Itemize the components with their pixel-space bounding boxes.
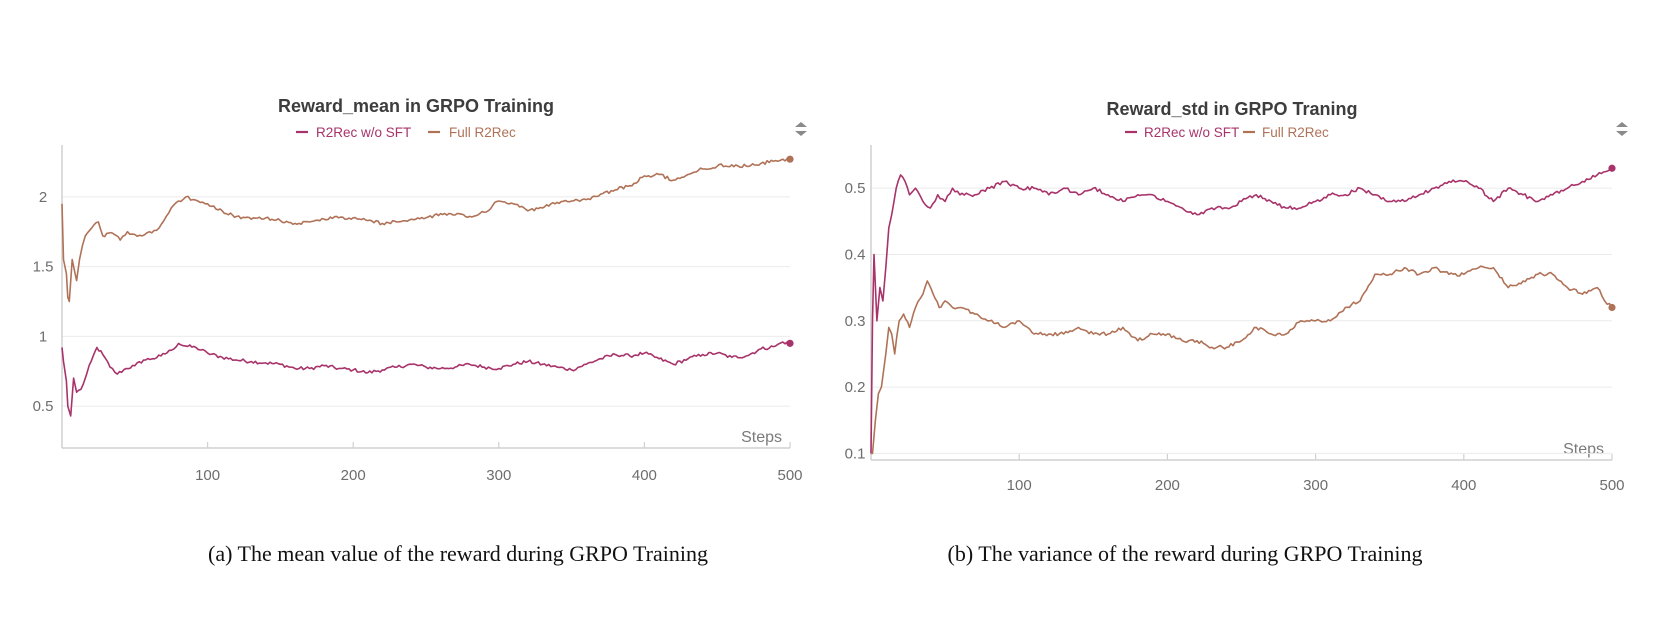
chart-title: Reward_std in GRPO Traning: [1106, 99, 1357, 119]
x-tick-label: 400: [632, 467, 657, 484]
chart-panel-b: Reward_std in GRPO Traning R2Rec w/o SFT…: [845, 99, 1628, 494]
x-tick-label: 100: [1007, 477, 1032, 494]
legend-label-a[interactable]: R2Rec w/o SFT: [316, 125, 411, 140]
y-tick-label: 0.1: [845, 445, 866, 462]
x-tick-label: 500: [777, 467, 802, 484]
x-tick-label: 300: [1303, 477, 1328, 494]
chart-title: Reward_mean in GRPO Training: [278, 96, 554, 116]
chevron-menu-icon[interactable]: [1616, 122, 1628, 136]
legend: R2Rec w/o SFT Full R2Rec: [296, 125, 516, 140]
x-tick-label: 500: [1599, 477, 1624, 494]
legend-label-b[interactable]: Full R2Rec: [1262, 125, 1329, 140]
series-line-full-r2rec[interactable]: [61, 157, 791, 303]
y-tick-label: 0.2: [845, 379, 866, 396]
series-end-point[interactable]: [1608, 303, 1616, 312]
x-axis-label: Steps: [741, 429, 782, 446]
y-tick-label: 0.4: [845, 246, 866, 263]
y-tick-label: 0.5: [33, 398, 54, 415]
x-axis-label: Steps: [1563, 441, 1604, 458]
legend-label-b[interactable]: Full R2Rec: [449, 125, 516, 140]
y-tick-label: 1.5: [33, 259, 54, 276]
x-tick-label: 200: [1155, 477, 1180, 494]
x-tick-label: 300: [486, 467, 511, 484]
series-line-r2rec-wo-sft[interactable]: [61, 340, 791, 417]
gridlines: [871, 187, 1612, 454]
legend: R2Rec w/o SFT Full R2Rec: [1125, 125, 1329, 140]
x-tick-label: 100: [195, 467, 220, 484]
y-tick-label: 0.3: [845, 313, 866, 330]
chevron-menu-icon[interactable]: [795, 122, 807, 136]
caption-a: (a) The mean value of the reward during …: [208, 541, 708, 566]
x-tick-label: 400: [1451, 477, 1476, 494]
caption-b: (b) The variance of the reward during GR…: [948, 541, 1423, 566]
series-line-full-r2rec[interactable]: [871, 265, 1613, 455]
series-end-point[interactable]: [1608, 164, 1616, 172]
gridlines: [62, 196, 790, 407]
chart-panel-a: Reward_mean in GRPO Training R2Rec w/o S…: [33, 96, 807, 484]
x-tick-label: 200: [341, 467, 366, 484]
y-tick-label: 1: [39, 328, 47, 345]
series-line-r2rec-wo-sft[interactable]: [870, 167, 1613, 454]
y-tick-label: 0.5: [845, 180, 866, 197]
y-tick-label: 2: [39, 189, 47, 206]
series-end-point[interactable]: [786, 339, 794, 347]
series-end-point[interactable]: [786, 155, 794, 163]
legend-label-a[interactable]: R2Rec w/o SFT: [1144, 125, 1239, 140]
